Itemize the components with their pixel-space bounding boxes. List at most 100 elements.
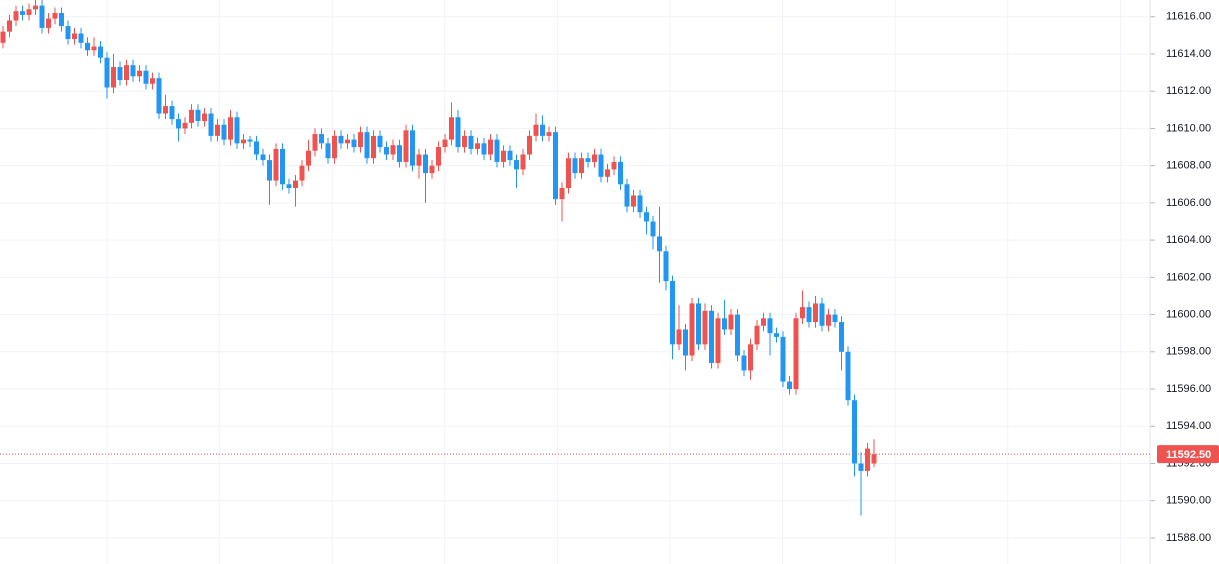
candle-body	[559, 188, 565, 200]
candle-body	[306, 150, 311, 166]
candle-body	[293, 180, 298, 188]
candle-body	[546, 132, 552, 136]
candle-body	[644, 212, 649, 222]
candle-body	[280, 148, 285, 185]
candle-body	[182, 122, 188, 129]
candle-body	[312, 134, 318, 151]
y-tick-label: 11608.00	[1166, 160, 1211, 172]
candle-body	[774, 333, 779, 337]
candle-body	[501, 150, 506, 162]
candle-body	[195, 109, 201, 121]
candle-body	[72, 33, 77, 40]
candle-body	[78, 33, 84, 43]
candle-body	[449, 117, 454, 140]
candle-body	[247, 139, 253, 142]
candle-body	[514, 160, 519, 170]
candle-body	[338, 135, 344, 144]
candle-body	[767, 318, 773, 334]
candle-body	[7, 20, 12, 32]
candle-body	[0, 31, 6, 43]
candle-body	[540, 124, 545, 136]
y-tick-label: 11602.00	[1166, 271, 1211, 283]
candle-body	[826, 314, 831, 326]
candle-body	[189, 109, 194, 123]
candle-body	[780, 336, 786, 382]
candle-body	[715, 318, 721, 363]
last-price-label: 11592.50	[1166, 449, 1211, 461]
candle-body	[345, 139, 350, 144]
candle-body	[488, 139, 493, 155]
candle-body	[813, 303, 818, 323]
candle-body	[215, 124, 220, 136]
candle-body	[572, 158, 578, 174]
candle-body	[455, 117, 461, 148]
candle-body	[657, 236, 662, 252]
candle-body	[273, 148, 279, 181]
candle-body	[46, 18, 51, 28]
candle-body	[156, 78, 162, 114]
candle-body	[137, 70, 142, 77]
candle-body	[839, 322, 844, 352]
candle-body	[26, 9, 32, 15]
candle-body	[468, 135, 474, 149]
candle-body	[709, 310, 714, 363]
y-tick-label: 11610.00	[1166, 122, 1211, 134]
candle-body	[33, 5, 38, 10]
y-tick-label: 11594.00	[1166, 420, 1211, 432]
candle-body	[130, 65, 136, 77]
candle-body	[390, 145, 396, 155]
candle-body	[852, 400, 857, 464]
y-tick-label: 11588.00	[1166, 532, 1211, 544]
candle-body	[442, 139, 448, 148]
candle-body	[111, 67, 116, 88]
candle-body	[208, 113, 214, 136]
y-tick-label: 11600.00	[1166, 308, 1211, 320]
candle-body	[761, 318, 766, 326]
candle-body	[416, 154, 422, 166]
candle-body	[260, 154, 266, 161]
candle-body	[377, 135, 383, 148]
candle-body	[858, 463, 864, 471]
candle-body	[670, 281, 675, 345]
candle-body	[91, 46, 97, 51]
candle-body	[806, 307, 812, 323]
candle-body	[494, 139, 500, 162]
candle-body	[371, 135, 376, 159]
candle-body	[325, 143, 331, 159]
candle-body	[59, 13, 64, 27]
candle-body	[163, 106, 168, 114]
candle-body	[650, 221, 656, 237]
candle-body	[429, 165, 435, 174]
candle-body	[462, 135, 467, 148]
candle-body	[299, 165, 305, 181]
candle-body	[286, 184, 292, 188]
candle-body	[527, 135, 532, 155]
candle-body	[234, 117, 240, 144]
candle-body	[702, 310, 708, 345]
candle-body	[741, 355, 747, 371]
candle-body	[520, 154, 526, 170]
y-tick-label: 11604.00	[1166, 234, 1211, 246]
candle-body	[637, 195, 643, 213]
candle-body	[319, 134, 324, 144]
candle-body	[787, 381, 792, 390]
candle-body	[176, 119, 181, 129]
y-tick-label: 11616.00	[1166, 11, 1211, 23]
candle-body	[143, 70, 149, 84]
candle-body	[507, 150, 513, 161]
candle-body	[267, 160, 272, 181]
candle-body	[748, 344, 753, 371]
candle-body	[566, 158, 571, 188]
y-tick-label: 11606.00	[1166, 197, 1211, 209]
candle-body	[598, 154, 604, 177]
y-tick-label: 11598.00	[1166, 346, 1211, 358]
candle-body	[728, 314, 734, 330]
candle-body	[533, 124, 539, 136]
candle-body	[475, 143, 480, 149]
candle-body	[865, 448, 870, 471]
candle-body	[481, 143, 487, 155]
candle-body	[676, 329, 682, 345]
candle-body	[611, 161, 617, 170]
